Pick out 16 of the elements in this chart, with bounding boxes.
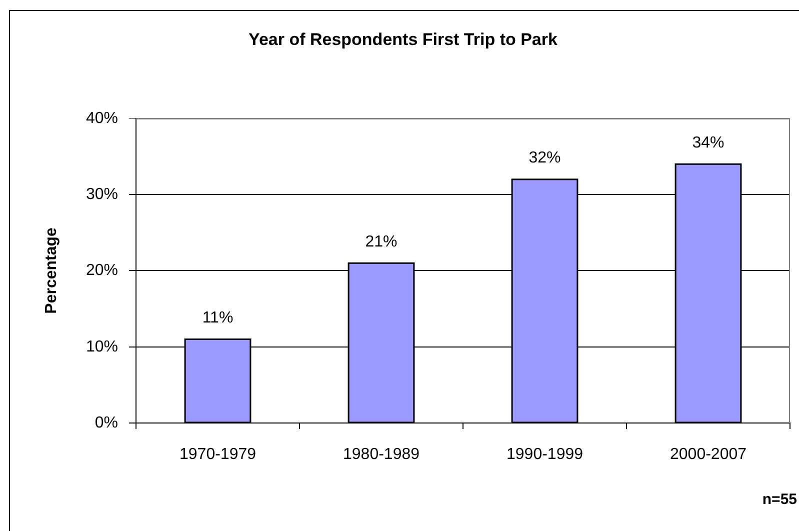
y-tick-label: 40%	[86, 110, 118, 127]
data-label: 21%	[365, 233, 398, 250]
y-tick-label: 0%	[94, 414, 118, 432]
y-tick-label: 30%	[86, 186, 118, 203]
y-axis-title: Percentage	[43, 227, 60, 314]
y-tick-label: 20%	[86, 262, 118, 280]
chart-title: Year of Respondents First Trip to Park	[248, 30, 558, 49]
data-label: 32%	[528, 150, 561, 167]
y-tick-label: 10%	[86, 338, 118, 356]
x-tick-label: 1980-1989	[342, 446, 420, 464]
x-tick-label: 1990-1999	[506, 446, 584, 464]
data-label: 11%	[202, 310, 234, 327]
x-tick-label: 2000-2007	[670, 446, 747, 464]
x-tick-label: 1970-1979	[179, 446, 256, 464]
data-label: 34%	[692, 134, 724, 152]
text: n=55	[762, 491, 797, 508]
